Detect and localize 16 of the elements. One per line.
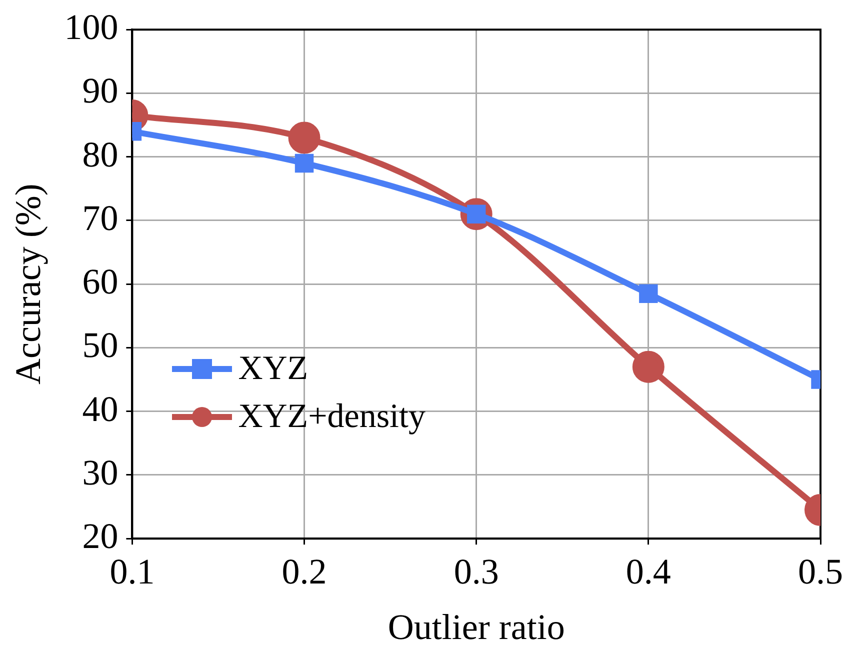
x-tick-label: 0.2 bbox=[282, 552, 327, 592]
y-axis-title: Accuracy (%) bbox=[8, 184, 48, 385]
y-tick-label: 70 bbox=[82, 198, 118, 238]
legend-label: XYZ bbox=[238, 350, 308, 388]
x-tick-label: 0.5 bbox=[798, 552, 843, 592]
y-tick-label: 50 bbox=[82, 325, 118, 366]
y-tick-label: 80 bbox=[82, 134, 118, 174]
y-tick-label: 40 bbox=[82, 388, 118, 429]
x-tick-label: 0.4 bbox=[626, 552, 671, 592]
x-tick-label: 0.3 bbox=[454, 552, 499, 592]
y-tick-label: 60 bbox=[82, 262, 118, 302]
x-axis-title: Outlier ratio bbox=[388, 606, 565, 647]
y-tick-label: 30 bbox=[82, 452, 118, 492]
y-tick-label: 90 bbox=[82, 70, 118, 111]
y-tick-label: 100 bbox=[64, 7, 118, 48]
legend-label: XYZ+density bbox=[238, 398, 426, 436]
